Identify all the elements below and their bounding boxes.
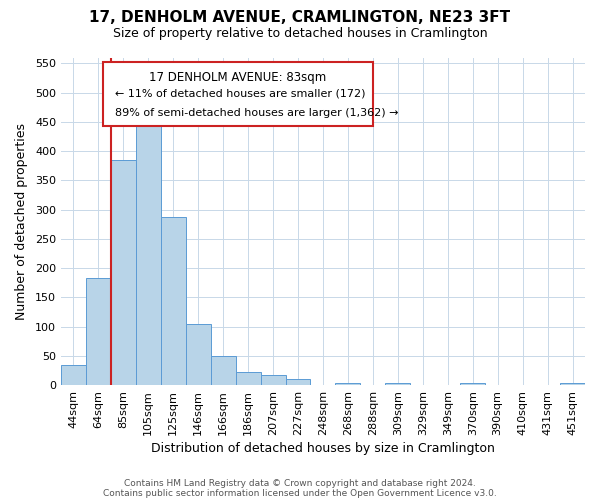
Bar (236, 372, 260, 385)
Text: ← 11% of detached houses are smaller (172): ← 11% of detached houses are smaller (17… (115, 88, 365, 99)
Bar (61, 364, 86, 385)
Text: 17 DENHOLM AVENUE: 83sqm: 17 DENHOLM AVENUE: 83sqm (149, 70, 326, 84)
Text: 89% of semi-detached houses are larger (1,362) →: 89% of semi-detached houses are larger (… (115, 108, 398, 118)
Text: Contains public sector information licensed under the Open Government Licence v3: Contains public sector information licen… (103, 488, 497, 498)
Text: 17, DENHOLM AVENUE, CRAMLINGTON, NE23 3FT: 17, DENHOLM AVENUE, CRAMLINGTON, NE23 3F… (89, 10, 511, 25)
Bar (86, 278, 111, 385)
Bar (136, 119, 161, 385)
Bar (111, 160, 136, 385)
FancyBboxPatch shape (103, 62, 373, 126)
Bar (335, 384, 361, 385)
Y-axis label: Number of detached properties: Number of detached properties (15, 123, 28, 320)
Bar (161, 217, 186, 385)
Bar (385, 382, 410, 385)
X-axis label: Distribution of detached houses by size in Cramlington: Distribution of detached houses by size … (151, 442, 495, 455)
Text: Size of property relative to detached houses in Cramlington: Size of property relative to detached ho… (113, 28, 487, 40)
Bar (286, 379, 310, 385)
Bar (211, 356, 236, 385)
Bar (186, 324, 211, 385)
Bar (560, 384, 585, 385)
Bar (460, 382, 485, 385)
Text: Contains HM Land Registry data © Crown copyright and database right 2024.: Contains HM Land Registry data © Crown c… (124, 478, 476, 488)
Bar (260, 374, 286, 385)
